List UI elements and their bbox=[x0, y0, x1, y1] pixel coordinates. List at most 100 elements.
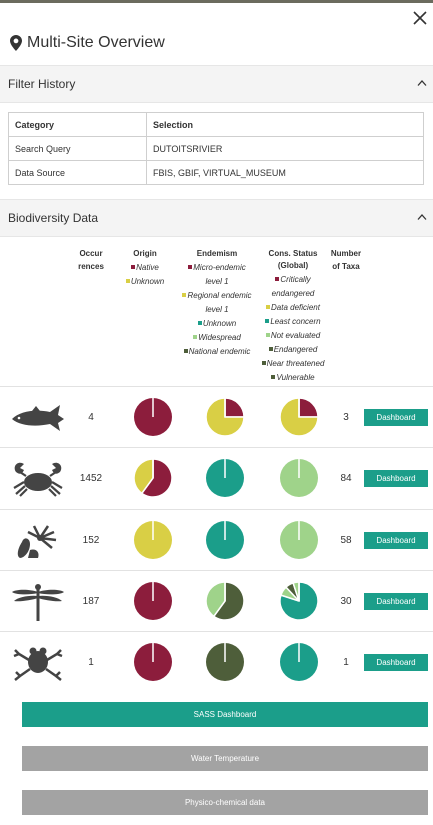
table-cell: DUTOITSRIVIER bbox=[147, 137, 424, 161]
origin-pie-chart[interactable] bbox=[133, 520, 173, 560]
legend-label: Unknown bbox=[131, 277, 164, 286]
origin-header: Origin Native Unknown bbox=[118, 249, 172, 289]
endemism-pie-chart[interactable] bbox=[205, 458, 245, 498]
dashboard-button[interactable]: Dashboard bbox=[364, 593, 428, 610]
cons-pie-chart[interactable] bbox=[279, 458, 319, 498]
header-line: Endemism bbox=[178, 249, 256, 259]
column-header: Selection bbox=[147, 113, 424, 137]
cons-pie-chart[interactable] bbox=[279, 642, 319, 682]
chevron-up-icon bbox=[417, 79, 427, 87]
legend-label: Vulnerable bbox=[276, 373, 314, 382]
legend-swatch bbox=[262, 361, 266, 365]
dashboard-button[interactable]: Dashboard bbox=[364, 654, 428, 671]
sass-dashboard-button[interactable]: SASS Dashboard bbox=[22, 702, 428, 727]
taxon-row: 1452 84 Dashboard bbox=[0, 447, 433, 509]
page-title: Multi-Site Overview bbox=[10, 34, 165, 52]
legend-item: Endangered bbox=[258, 343, 328, 357]
crab-icon bbox=[10, 458, 66, 498]
legend-label: Regional endemic bbox=[187, 291, 251, 300]
legend-item: Native bbox=[118, 261, 172, 275]
header-line: Origin bbox=[118, 249, 172, 259]
header-line: Number bbox=[326, 249, 366, 259]
occurrences-header: Occur rences bbox=[72, 249, 110, 272]
filter-history-header[interactable]: Filter History bbox=[0, 65, 433, 103]
endemism-pie-chart[interactable] bbox=[205, 397, 245, 437]
taxa-count: 1 bbox=[330, 632, 362, 693]
taxon-row: 187 30 Dashboard bbox=[0, 570, 433, 632]
table-row: Search Query DUTOITSRIVIER bbox=[9, 137, 424, 161]
frog-icon bbox=[10, 642, 66, 682]
taxon-row: 152 58 Dashboard bbox=[0, 509, 433, 571]
legend-item: Micro-endemic bbox=[178, 261, 256, 275]
legend-swatch bbox=[188, 265, 192, 269]
dashboard-button[interactable]: Dashboard bbox=[364, 409, 428, 426]
legend-swatch bbox=[131, 265, 135, 269]
legend-item: Not evaluated bbox=[258, 329, 328, 343]
taxa-header: Number of Taxa bbox=[326, 249, 366, 272]
legend-swatch bbox=[269, 347, 273, 351]
taxa-count: 3 bbox=[330, 387, 362, 448]
legend-label: level 1 bbox=[205, 305, 228, 314]
occurrence-count: 4 bbox=[72, 387, 110, 448]
origin-pie-chart[interactable] bbox=[133, 458, 173, 498]
dragonfly-icon bbox=[10, 581, 66, 621]
dashboard-button[interactable]: Dashboard bbox=[364, 532, 428, 549]
origin-pie-chart[interactable] bbox=[133, 581, 173, 621]
legend-label: Critically bbox=[280, 275, 310, 284]
pie-slice bbox=[225, 398, 244, 417]
legend-swatch bbox=[275, 277, 279, 281]
legend-item: Widespread bbox=[178, 331, 256, 345]
endemism-header: Endemism Micro-endemic level 1 Regional en… bbox=[178, 249, 256, 359]
water-temperature-button[interactable]: Water Temperature bbox=[22, 746, 428, 771]
close-icon[interactable] bbox=[411, 9, 429, 27]
legend-item: Unknown bbox=[178, 317, 256, 331]
legend-label: National endemic bbox=[189, 347, 251, 356]
occurrence-count: 152 bbox=[72, 510, 110, 571]
plant-icon bbox=[10, 520, 66, 560]
endemism-pie-chart[interactable] bbox=[205, 642, 245, 682]
dashboard-button[interactable]: Dashboard bbox=[364, 470, 428, 487]
filter-history-title: Filter History bbox=[8, 77, 75, 91]
cons-pie-chart[interactable] bbox=[279, 581, 319, 621]
taxa-count: 58 bbox=[330, 510, 362, 571]
cons-pie-chart[interactable] bbox=[279, 520, 319, 560]
origin-pie-chart[interactable] bbox=[133, 642, 173, 682]
legend-item: Critically bbox=[258, 273, 328, 287]
chevron-up-icon bbox=[417, 213, 427, 221]
occurrence-count: 1452 bbox=[72, 448, 110, 509]
legend-swatch bbox=[266, 305, 270, 309]
table-row: Data Source FBIS, GBIF, VIRTUAL_MUSEUM bbox=[9, 161, 424, 185]
legend-item: Vulnerable bbox=[258, 371, 328, 385]
biodiversity-title: Biodiversity Data bbox=[8, 211, 98, 225]
endemism-legend: Micro-endemic level 1 Regional endemic leve… bbox=[178, 261, 256, 359]
table-cell: Search Query bbox=[9, 137, 147, 161]
filter-history-table: Category Selection Search Query DUTOITSR… bbox=[8, 112, 424, 185]
legend-item: Data deficient bbox=[258, 301, 328, 315]
header-line: rences bbox=[72, 262, 110, 272]
table-cell: Data Source bbox=[9, 161, 147, 185]
legend-swatch bbox=[126, 279, 130, 283]
occurrence-count: 187 bbox=[72, 571, 110, 632]
occurrence-count: 1 bbox=[72, 632, 110, 693]
legend-swatch bbox=[182, 293, 186, 297]
map-marker-icon bbox=[10, 35, 22, 51]
taxon-row: 4 3 Dashboard bbox=[0, 386, 433, 448]
taxon-row: 1 1 Dashboard bbox=[0, 631, 433, 693]
origin-pie-chart[interactable] bbox=[133, 397, 173, 437]
legend-label: Data deficient bbox=[271, 303, 320, 312]
physico-chemical-button[interactable]: Physico-chemical data bbox=[22, 790, 428, 815]
legend-label: Micro-endemic bbox=[193, 263, 245, 272]
legend-label: Native bbox=[136, 263, 159, 272]
taxa-count: 30 bbox=[330, 571, 362, 632]
legend-swatch bbox=[271, 375, 275, 379]
legend-item: level 1 bbox=[178, 303, 256, 317]
legend-item: Regional endemic bbox=[178, 289, 256, 303]
endemism-pie-chart[interactable] bbox=[205, 581, 245, 621]
endemism-pie-chart[interactable] bbox=[205, 520, 245, 560]
header-line: of Taxa bbox=[326, 262, 366, 272]
cons-pie-chart[interactable] bbox=[279, 397, 319, 437]
biodiversity-header[interactable]: Biodiversity Data bbox=[0, 199, 433, 237]
column-header: Category bbox=[9, 113, 147, 137]
legend-swatch bbox=[193, 335, 197, 339]
legend-label: Not evaluated bbox=[271, 331, 320, 340]
